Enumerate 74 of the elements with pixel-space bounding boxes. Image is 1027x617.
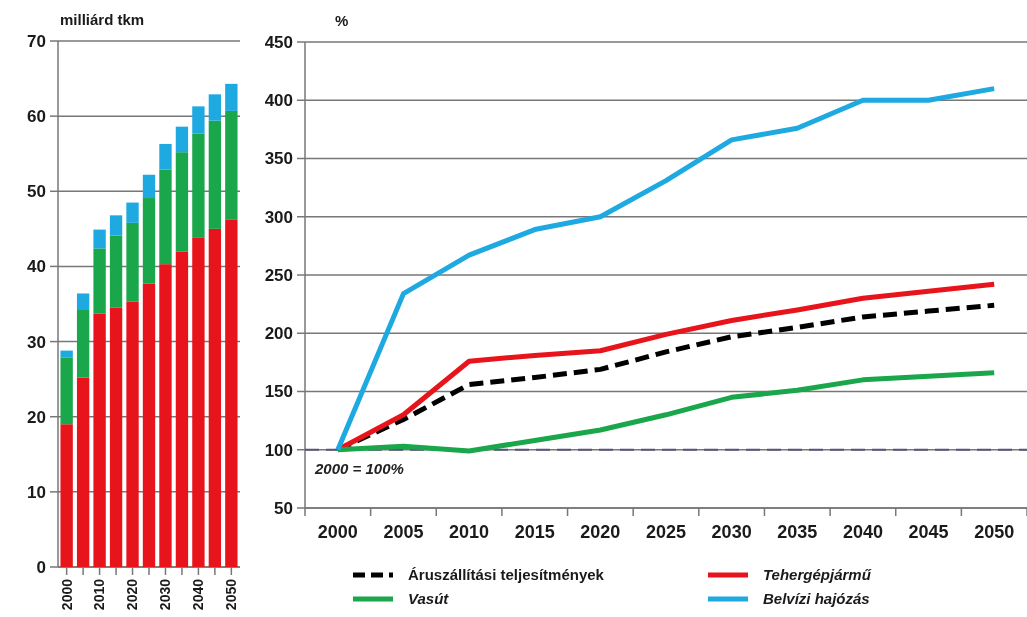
x-tick-label: 2000	[58, 578, 75, 611]
bar	[208, 94, 222, 121]
x-tick-label: 2035	[777, 522, 818, 542]
bar	[60, 424, 73, 567]
bar	[93, 248, 106, 314]
x-tick-label: 2025	[645, 522, 687, 542]
bar	[126, 202, 139, 223]
x-tick-label: 2020	[124, 578, 141, 611]
bar	[93, 313, 106, 567]
bar	[60, 350, 73, 358]
y-tick-label: 400	[264, 91, 293, 111]
x-tick-label: 2030	[157, 578, 174, 611]
y-axis-title: milliárd tkm	[60, 11, 145, 28]
bar	[192, 133, 205, 238]
y-tick-label: 100	[264, 440, 293, 460]
bar	[142, 198, 156, 284]
bar	[76, 293, 90, 311]
bar	[109, 215, 123, 236]
x-tick-label: 2030	[711, 522, 752, 542]
x-tick-label: 2010	[449, 522, 490, 542]
legend-label: Vasút	[408, 590, 450, 608]
bar	[175, 152, 189, 252]
bar	[126, 301, 139, 567]
bar	[175, 251, 189, 567]
bar	[60, 357, 73, 425]
bar	[225, 219, 238, 567]
x-tick-label: 2015	[514, 522, 555, 542]
bar	[225, 110, 238, 220]
bar	[142, 174, 156, 199]
x-tick-label: 2050	[974, 522, 1015, 542]
bar	[93, 229, 106, 249]
bar	[126, 222, 139, 302]
bar	[142, 283, 156, 567]
y-tick-label: 50	[274, 498, 293, 518]
x-tick-label: 2040	[190, 578, 207, 611]
bar	[208, 228, 222, 567]
y-tick-label: 30	[27, 332, 46, 352]
x-tick-label: 2050	[223, 578, 240, 611]
y-tick-label: 20	[27, 407, 46, 427]
bar	[76, 310, 90, 378]
x-tick-label: 2045	[908, 522, 949, 542]
x-tick-label: 2000	[317, 522, 358, 542]
y-tick-label: 60	[27, 107, 46, 127]
y-tick-label: 300	[264, 207, 293, 227]
x-tick-label: 2040	[842, 522, 883, 542]
y-tick-label: 350	[264, 149, 293, 169]
ref-line-label: 2000 = 100%	[314, 459, 404, 477]
bar	[192, 106, 205, 134]
bar	[109, 307, 123, 567]
legend-label: Belvízi hajózás	[763, 590, 870, 608]
y-tick-label: 10	[27, 482, 46, 502]
y-tick-label: 0	[36, 557, 46, 577]
bar	[159, 169, 172, 265]
y-tick-label: 450	[264, 32, 293, 52]
bar	[192, 237, 205, 567]
y-tick-label: 250	[264, 265, 293, 285]
bar	[159, 143, 172, 170]
y-tick-label: 150	[264, 382, 293, 402]
bar	[208, 120, 222, 229]
legend-label: Tehergépjármű	[763, 566, 872, 584]
y-tick-label: 50	[27, 182, 46, 202]
y-tick-label: 70	[27, 31, 46, 51]
x-tick-label: 2010	[91, 578, 108, 611]
bar	[225, 83, 238, 111]
bar	[109, 235, 123, 308]
x-tick-label: 2005	[383, 522, 424, 542]
x-tick-label: 2020	[580, 522, 621, 542]
y-tick-label: 200	[264, 324, 293, 344]
legend-label: Áruszállítási teljesítmények	[408, 566, 605, 584]
bar	[76, 377, 90, 567]
y-axis-title: %	[335, 12, 349, 29]
bar	[175, 126, 189, 153]
bar	[159, 264, 172, 567]
y-tick-label: 40	[27, 257, 46, 277]
